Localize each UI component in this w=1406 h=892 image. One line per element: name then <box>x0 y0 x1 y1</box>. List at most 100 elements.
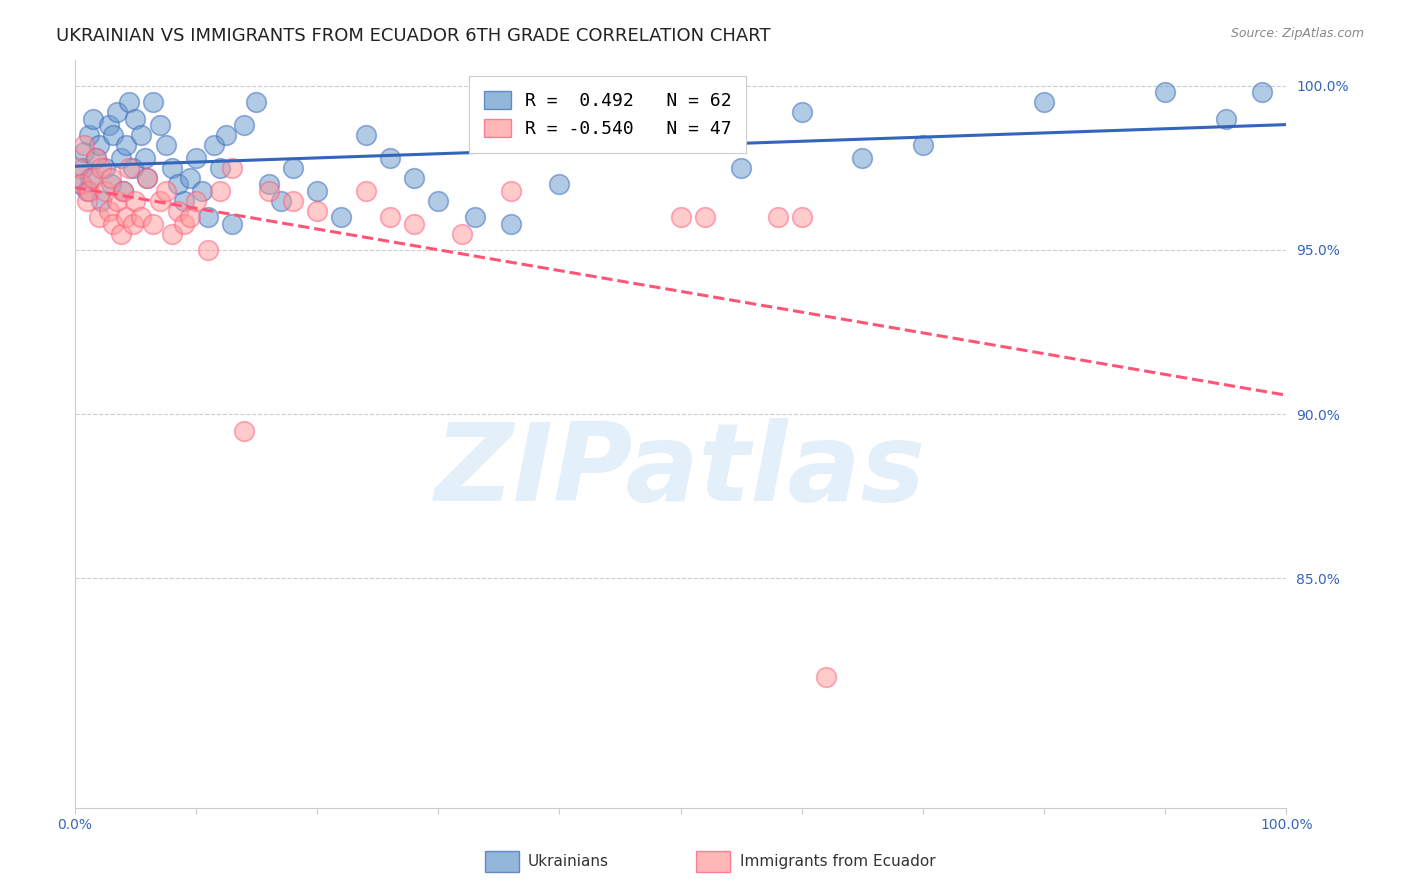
Point <box>281 161 304 175</box>
Text: ZIPatlas: ZIPatlas <box>434 418 927 524</box>
Point <box>173 217 195 231</box>
Point <box>179 210 201 224</box>
Point <box>669 210 692 224</box>
Point <box>110 151 132 165</box>
Point <box>97 118 120 132</box>
Point <box>378 151 401 165</box>
Point <box>87 137 110 152</box>
Point <box>221 217 243 231</box>
Point <box>76 184 98 198</box>
Text: Source: ZipAtlas.com: Source: ZipAtlas.com <box>1230 27 1364 40</box>
Point <box>155 184 177 198</box>
Point <box>72 161 94 175</box>
Point <box>110 227 132 241</box>
Point <box>124 112 146 126</box>
Point <box>270 194 292 208</box>
Point <box>209 184 232 198</box>
Point <box>184 194 207 208</box>
Point <box>305 203 328 218</box>
Point <box>766 210 789 224</box>
Point <box>233 118 256 132</box>
Point <box>155 137 177 152</box>
Point <box>330 210 353 224</box>
Point <box>184 151 207 165</box>
Point <box>1154 86 1177 100</box>
Point <box>911 137 934 152</box>
Point <box>121 217 143 231</box>
Point <box>1033 95 1056 110</box>
Point <box>90 161 112 175</box>
Point <box>499 217 522 231</box>
Point <box>118 95 141 110</box>
Point <box>86 151 108 165</box>
Text: Immigrants from Ecuador: Immigrants from Ecuador <box>740 855 935 869</box>
Point <box>76 194 98 208</box>
Point <box>451 227 474 241</box>
Point <box>427 194 450 208</box>
Point <box>112 184 135 198</box>
Point <box>90 194 112 208</box>
Point <box>197 243 219 257</box>
Point <box>166 178 188 192</box>
Point <box>103 128 125 142</box>
Point <box>121 161 143 175</box>
Point <box>851 151 873 165</box>
Point <box>114 210 136 224</box>
Point <box>209 161 232 175</box>
Point <box>79 170 101 185</box>
Point <box>257 178 280 192</box>
Point <box>148 118 170 132</box>
Point <box>148 194 170 208</box>
Text: UKRAINIAN VS IMMIGRANTS FROM ECUADOR 6TH GRADE CORRELATION CHART: UKRAINIAN VS IMMIGRANTS FROM ECUADOR 6TH… <box>56 27 770 45</box>
Point <box>693 210 716 224</box>
Point <box>814 670 837 684</box>
Point <box>105 105 128 120</box>
Point <box>221 161 243 175</box>
Point <box>233 424 256 438</box>
Point <box>87 210 110 224</box>
Point <box>281 194 304 208</box>
Point <box>136 170 159 185</box>
Point <box>402 170 425 185</box>
Point <box>131 128 153 142</box>
Point <box>94 184 117 198</box>
Point <box>142 95 165 110</box>
Point <box>179 170 201 185</box>
Point <box>94 161 117 175</box>
Point <box>82 112 104 126</box>
Point <box>86 151 108 165</box>
Point <box>69 178 91 192</box>
Point <box>245 95 267 110</box>
Point <box>790 105 813 120</box>
Point <box>77 128 100 142</box>
Point <box>118 161 141 175</box>
Legend: R =  0.492   N = 62, R = -0.540   N = 47: R = 0.492 N = 62, R = -0.540 N = 47 <box>470 76 747 153</box>
Point <box>609 118 631 132</box>
Point <box>142 217 165 231</box>
Point <box>790 210 813 224</box>
Point <box>1215 112 1237 126</box>
Point <box>112 184 135 198</box>
Point <box>73 137 96 152</box>
Point <box>191 184 214 198</box>
Point <box>402 217 425 231</box>
Point <box>257 184 280 198</box>
Point <box>354 184 377 198</box>
Point <box>160 161 183 175</box>
Point <box>124 194 146 208</box>
Point <box>305 184 328 198</box>
Point <box>105 194 128 208</box>
Point <box>499 184 522 198</box>
Point <box>215 128 238 142</box>
Point <box>669 128 692 142</box>
Point <box>134 151 156 165</box>
Point <box>97 203 120 218</box>
Point <box>100 170 122 185</box>
Point <box>202 137 225 152</box>
Point <box>173 194 195 208</box>
Point <box>73 145 96 159</box>
Point <box>160 227 183 241</box>
Point <box>131 210 153 224</box>
Point <box>197 210 219 224</box>
Point <box>67 161 90 175</box>
